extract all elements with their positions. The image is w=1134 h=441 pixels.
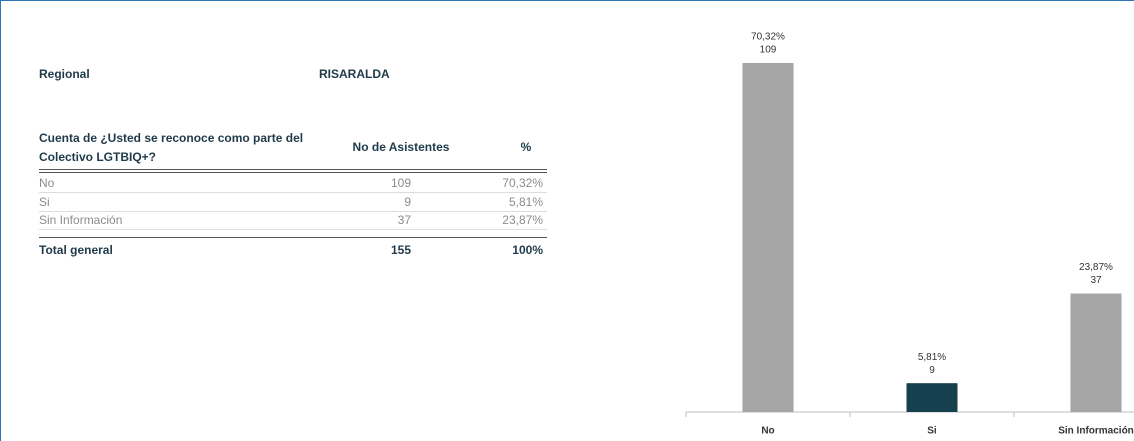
bar [742,63,794,412]
x-tick-label: No [761,426,774,437]
regional-label: Regional [39,67,90,81]
row-count: 109 [390,176,411,190]
percent-label: 23,87% [1079,262,1113,273]
row-rule [39,210,547,212]
row-label: No [39,176,55,190]
row-percent: 23,87% [502,213,543,227]
bar [906,383,958,412]
row-count: 9 [404,194,411,209]
x-tick-label: Si [927,426,937,437]
percent-label: 70,32% [751,32,785,43]
count-label: 37 [1090,275,1102,286]
total-rule [39,237,547,238]
row-percent: 70,32% [502,176,543,190]
row-rule [39,192,547,193]
header-rule [39,172,547,173]
bar [1070,293,1122,412]
percent-label: 5,81% [918,352,946,363]
row-label: Si [39,194,50,209]
column-header: Cuenta de ¿Usted se reconoce como parte … [39,131,304,164]
row-count: 37 [397,213,411,227]
total-percent: 100% [512,243,543,257]
row-percent: 5,81% [508,194,543,209]
header-rule [39,169,547,170]
column-header: % [520,140,532,154]
total-label: Total general [39,243,113,257]
row-rule [39,229,547,230]
x-tick-label: Sin Información [1058,426,1134,437]
column-header: No de Asistentes [352,140,450,154]
count-label: 109 [760,45,777,56]
total-count: 155 [390,243,411,257]
regional-value: RISARALDA [319,67,390,81]
count-label: 9 [929,365,935,376]
row-label: Sin Información [39,213,123,227]
